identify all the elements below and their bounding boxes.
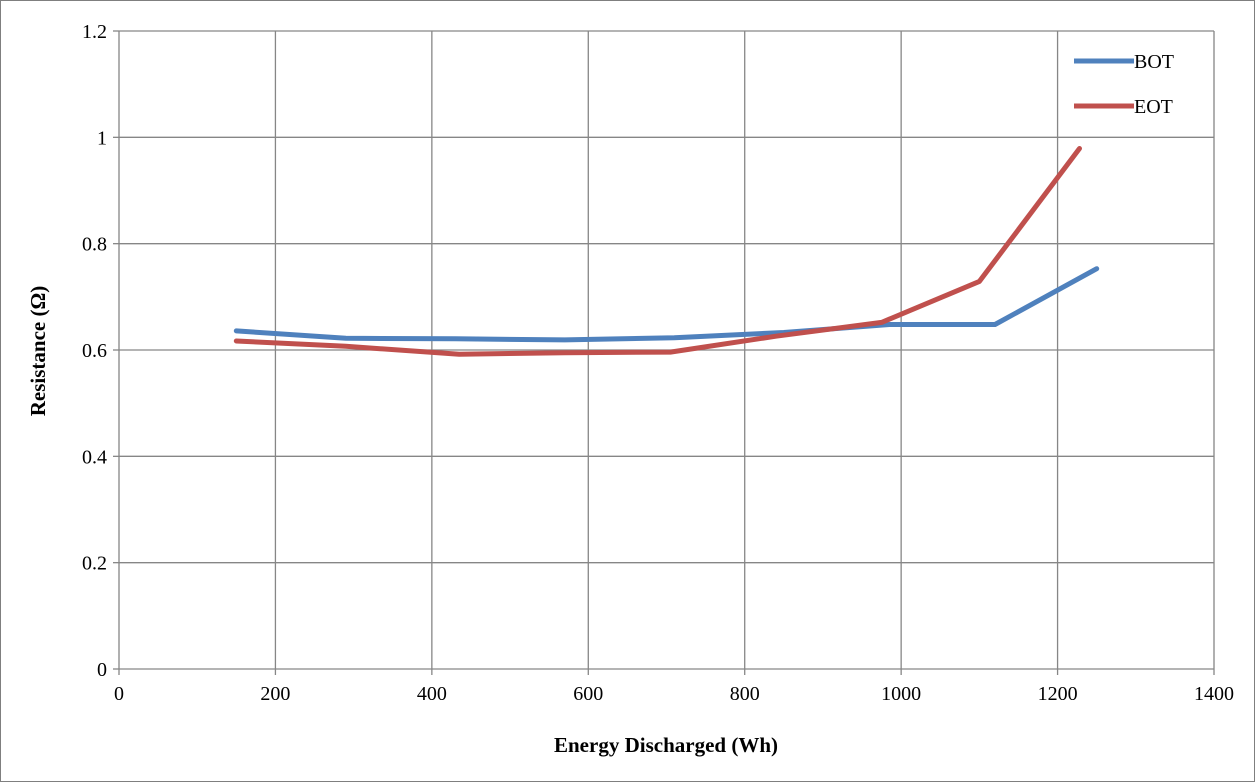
x-tick-label: 1200 — [1038, 683, 1078, 705]
series-line-bot — [233, 266, 1100, 343]
legend: BOT EOT — [1074, 51, 1174, 118]
x-tick-label: 200 — [260, 683, 290, 705]
x-tick-label: 800 — [730, 683, 760, 705]
y-tick-label: 1.2 — [82, 21, 107, 43]
x-axis-title: Energy Discharged (Wh) — [554, 733, 778, 757]
x-tick-label: 1400 — [1194, 683, 1234, 705]
y-tick-label: 0.4 — [82, 446, 107, 468]
axis-layer — [113, 30, 1215, 675]
x-tick-label: 1000 — [881, 683, 921, 705]
y-axis-title: Resistance (Ω) — [26, 286, 50, 417]
series-line-eot — [233, 146, 1082, 357]
legend-label-bot: BOT — [1134, 51, 1174, 73]
y-tick-label: 0.2 — [82, 553, 107, 575]
y-tick-label: 0.8 — [82, 234, 107, 256]
x-tick-label: 600 — [573, 683, 603, 705]
grid-layer — [119, 30, 1215, 669]
legend-label-eot: EOT — [1134, 96, 1173, 118]
series-layer — [233, 146, 1100, 357]
y-tick-label: 0 — [97, 659, 107, 681]
x-tick-label: 0 — [114, 683, 124, 705]
y-tick-label: 1 — [97, 127, 107, 149]
tick-label-layer: 0 200 400 600 800 1000 1200 1400 0 0.2 0.4 0.6 0.8 1 1… — [82, 21, 1234, 705]
y-tick-label: 0.6 — [82, 340, 107, 362]
x-tick-label: 400 — [417, 683, 447, 705]
